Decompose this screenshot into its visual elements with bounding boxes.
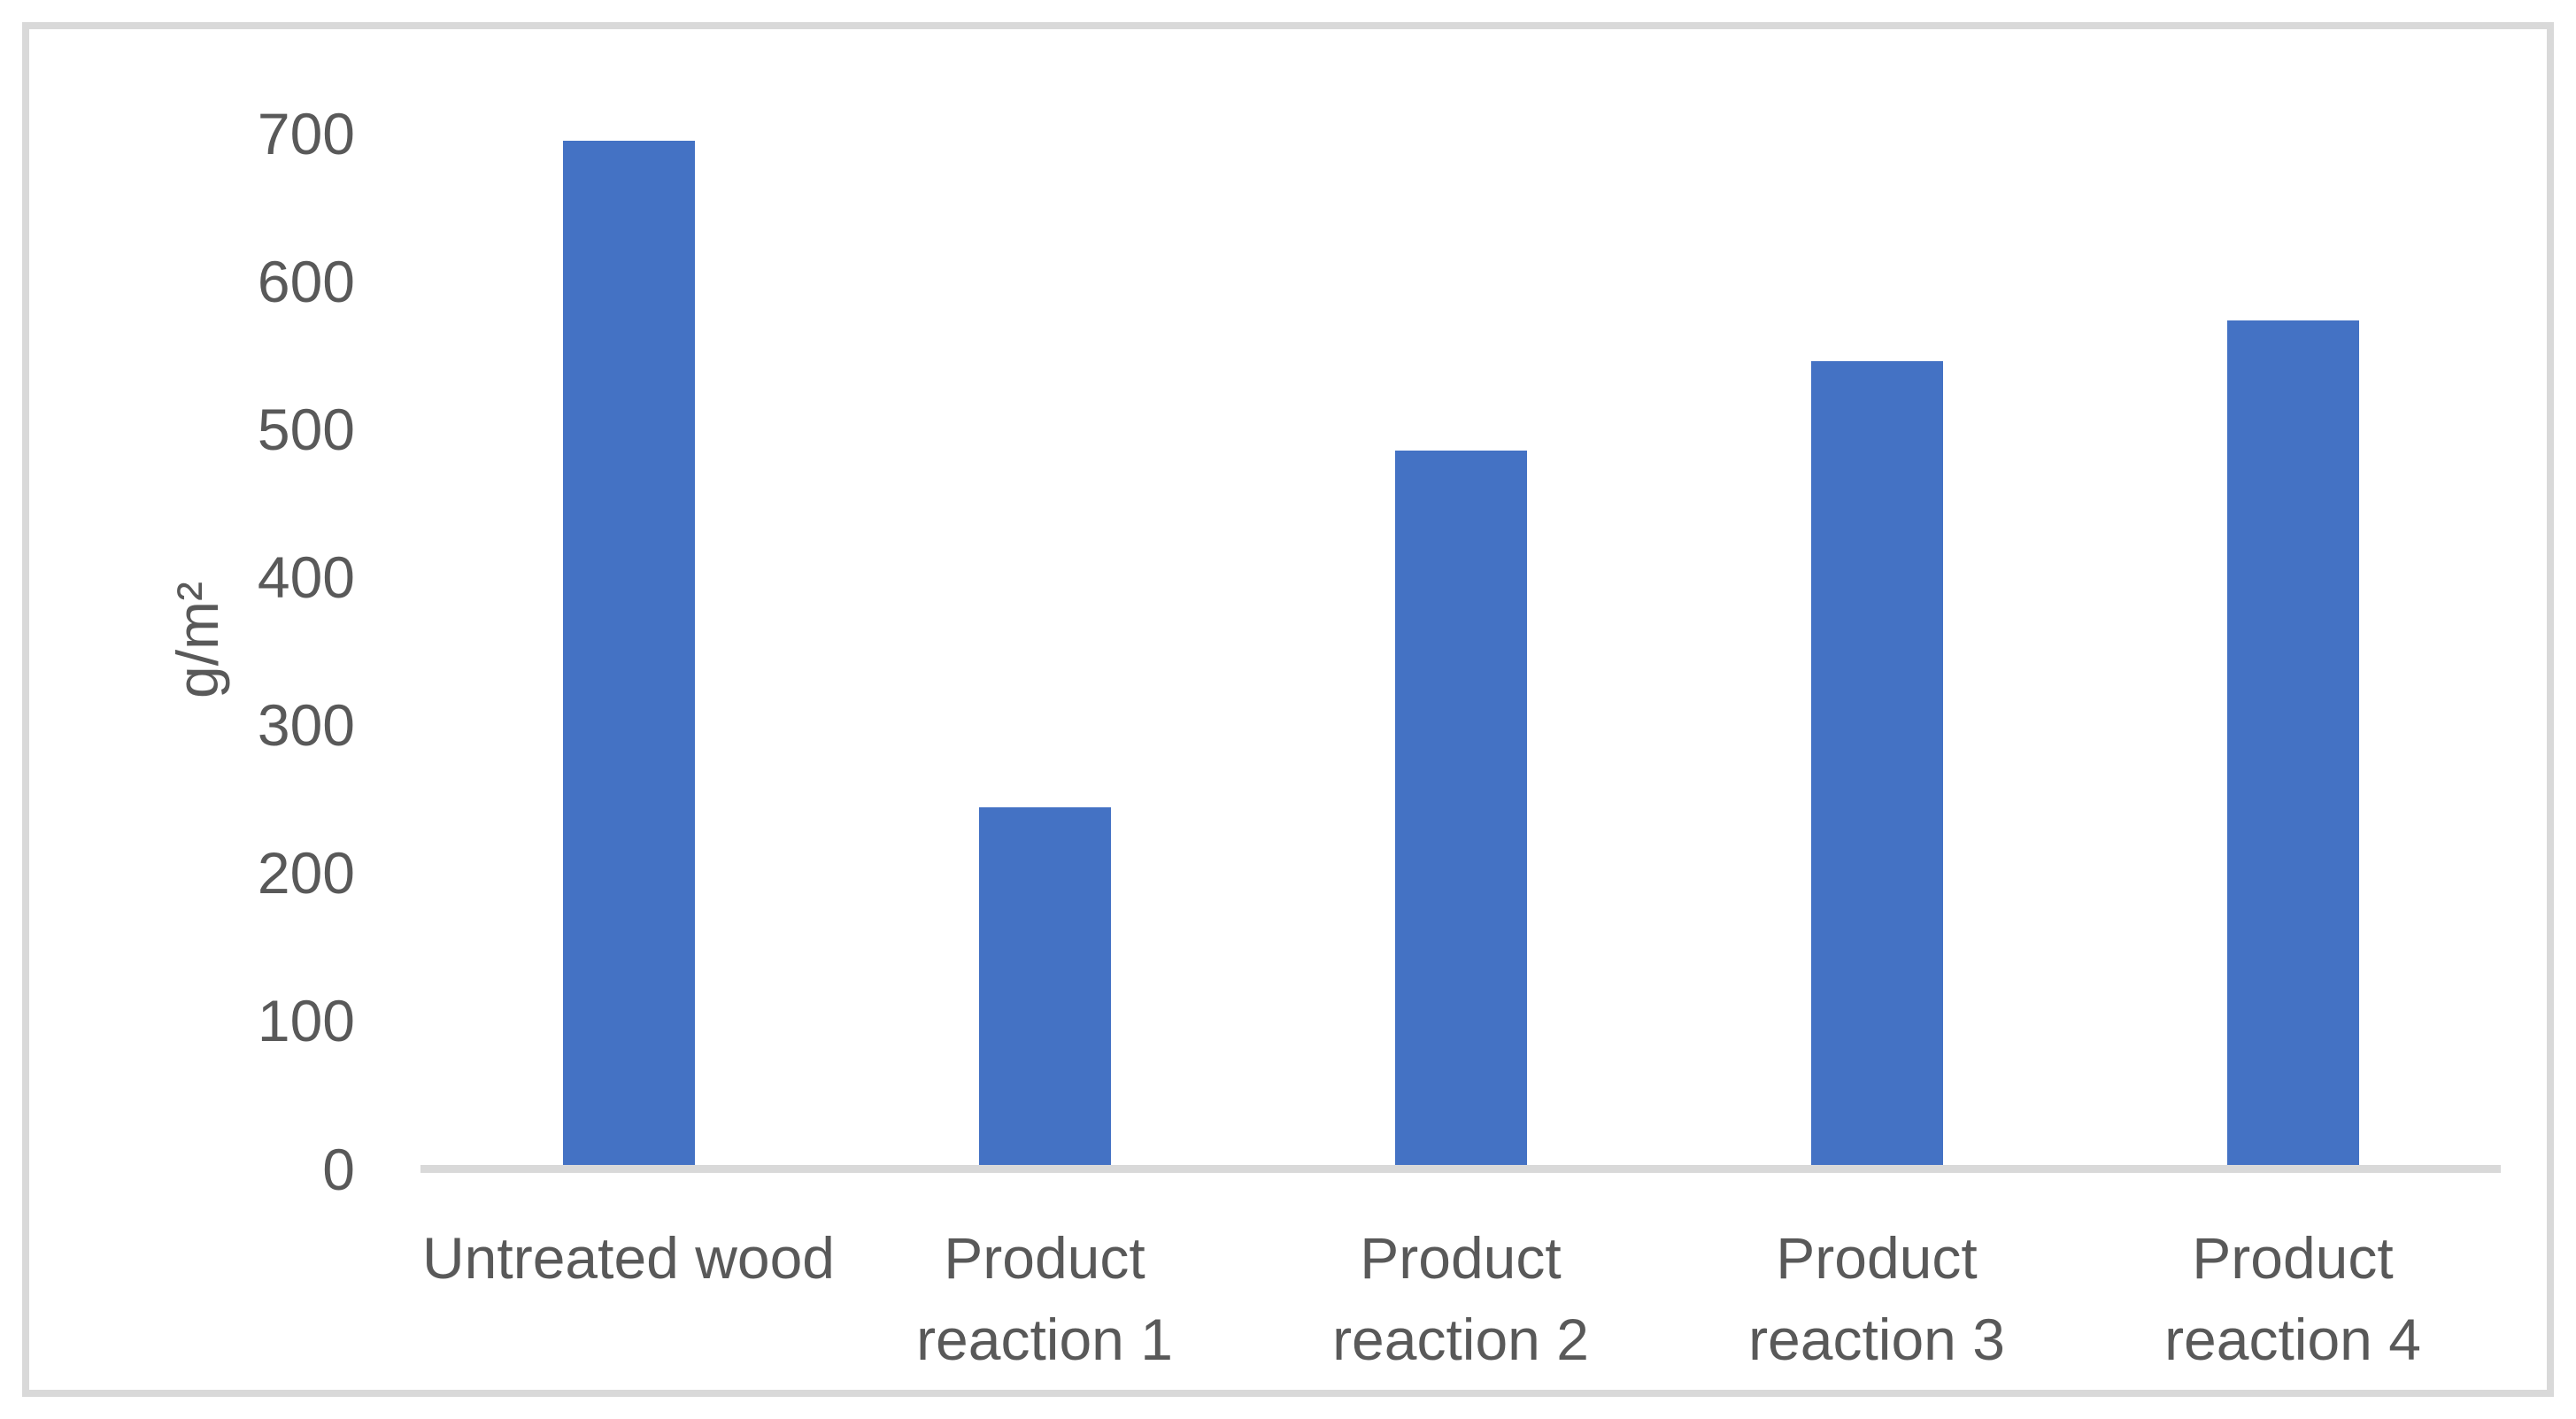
bar	[562, 141, 695, 1165]
x-category-label: Product reaction 3	[1748, 1225, 2005, 1372]
y-tick-label: 400	[257, 544, 355, 610]
y-tick-label: 100	[257, 988, 355, 1054]
x-category-label: Product reaction 4	[2164, 1225, 2421, 1372]
x-category-label: Product reaction 1	[916, 1225, 1173, 1372]
y-tick-label: 600	[257, 248, 355, 314]
x-axis-line	[420, 1165, 2501, 1173]
y-tick-label: 0	[322, 1136, 355, 1202]
x-category-label: Product reaction 2	[1332, 1225, 1589, 1372]
bar	[978, 806, 1111, 1165]
bar	[1810, 361, 1943, 1165]
bar	[2226, 320, 2359, 1165]
y-tick-label: 700	[257, 100, 355, 166]
bar	[1394, 450, 1527, 1165]
y-tick-label: 300	[257, 692, 355, 759]
y-tick-label: 200	[257, 840, 355, 906]
y-tick-label: 500	[257, 396, 355, 462]
x-category-label: Untreated wood	[422, 1225, 835, 1291]
chart-frame: g/m² 0 100 200 300 400 500 600 700 Untreated wo…	[22, 22, 2554, 1397]
